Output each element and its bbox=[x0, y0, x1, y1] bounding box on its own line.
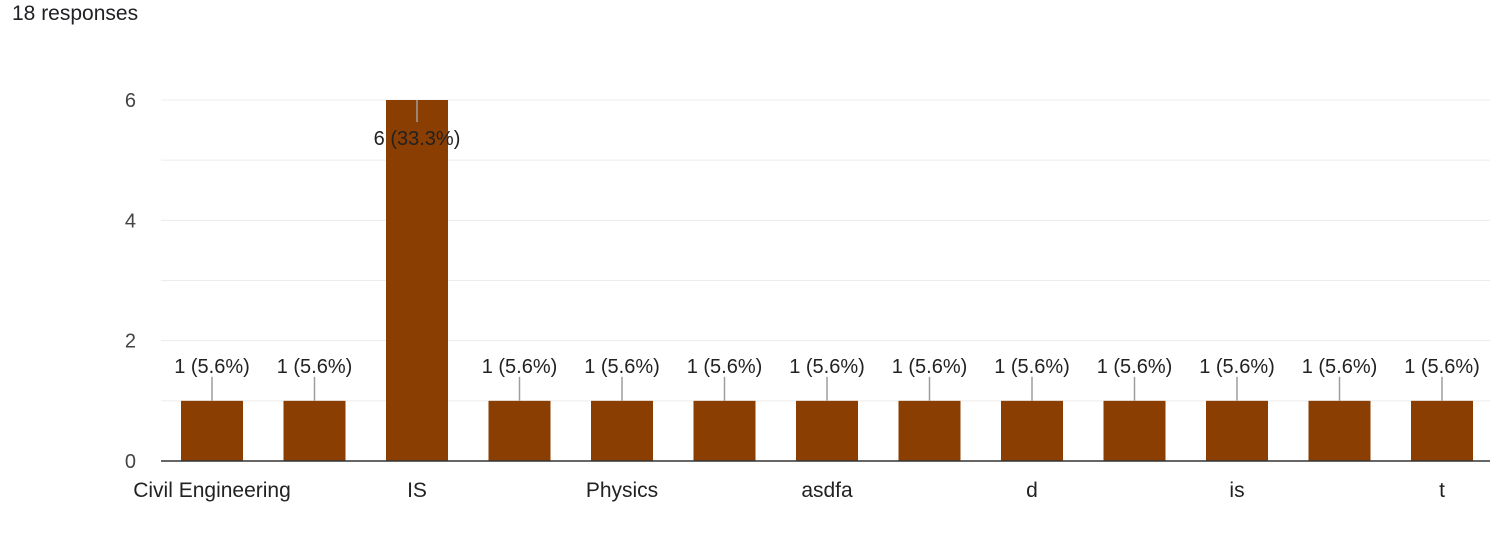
x-category-label: d bbox=[1026, 479, 1038, 502]
data-label: 1 (5.6%) bbox=[1302, 356, 1378, 378]
bar bbox=[796, 400, 858, 461]
bar bbox=[386, 100, 448, 461]
data-label: 1 (5.6%) bbox=[584, 356, 660, 378]
data-label: 1 (5.6%) bbox=[482, 356, 558, 378]
bar bbox=[1001, 400, 1063, 461]
response-count: 18 responses bbox=[12, 2, 139, 25]
x-axis-labels: Civil Engineering IS Physics asdfa d is t bbox=[133, 479, 1445, 502]
data-label: 1 (5.6%) bbox=[1097, 356, 1173, 378]
data-label: 1 (5.6%) bbox=[892, 356, 968, 378]
bar bbox=[591, 400, 653, 461]
bars bbox=[181, 100, 1473, 461]
x-category-label: t bbox=[1439, 479, 1445, 502]
data-label: 1 (5.6%) bbox=[994, 356, 1070, 378]
x-category-label: asdfa bbox=[801, 479, 853, 502]
y-tick-label: 0 bbox=[125, 451, 136, 473]
data-label: 1 (5.6%) bbox=[789, 356, 865, 378]
data-label-leaders bbox=[211, 100, 1443, 401]
y-tick-label: 6 bbox=[125, 90, 136, 112]
y-tick-label: 4 bbox=[125, 210, 136, 232]
data-label: 6 (33.3%) bbox=[374, 128, 461, 150]
data-label: 1 (5.6%) bbox=[1199, 356, 1275, 378]
bar bbox=[898, 400, 961, 461]
x-category-label: IS bbox=[407, 479, 427, 502]
data-label: 1 (5.6%) bbox=[174, 356, 250, 378]
bar bbox=[693, 400, 756, 461]
x-category-label: Civil Engineering bbox=[133, 479, 291, 502]
data-label: 1 (5.6%) bbox=[277, 356, 353, 378]
y-tick-label: 2 bbox=[125, 331, 136, 353]
bar bbox=[1206, 400, 1268, 461]
bar bbox=[1103, 400, 1166, 461]
data-labels: 1 (5.6%) 1 (5.6%) 6 (33.3%) 1 (5.6%) 1 (5.6%… bbox=[174, 128, 1480, 378]
x-category-label: is bbox=[1229, 479, 1244, 502]
bar bbox=[488, 400, 551, 461]
data-label: 1 (5.6%) bbox=[1404, 356, 1480, 378]
y-axis-ticks: 0 2 4 6 bbox=[125, 90, 136, 473]
data-label: 1 (5.6%) bbox=[687, 356, 763, 378]
bar bbox=[283, 400, 346, 461]
bar bbox=[181, 400, 243, 461]
bar bbox=[1411, 400, 1473, 461]
x-category-label: Physics bbox=[586, 479, 658, 502]
bar bbox=[1308, 400, 1371, 461]
